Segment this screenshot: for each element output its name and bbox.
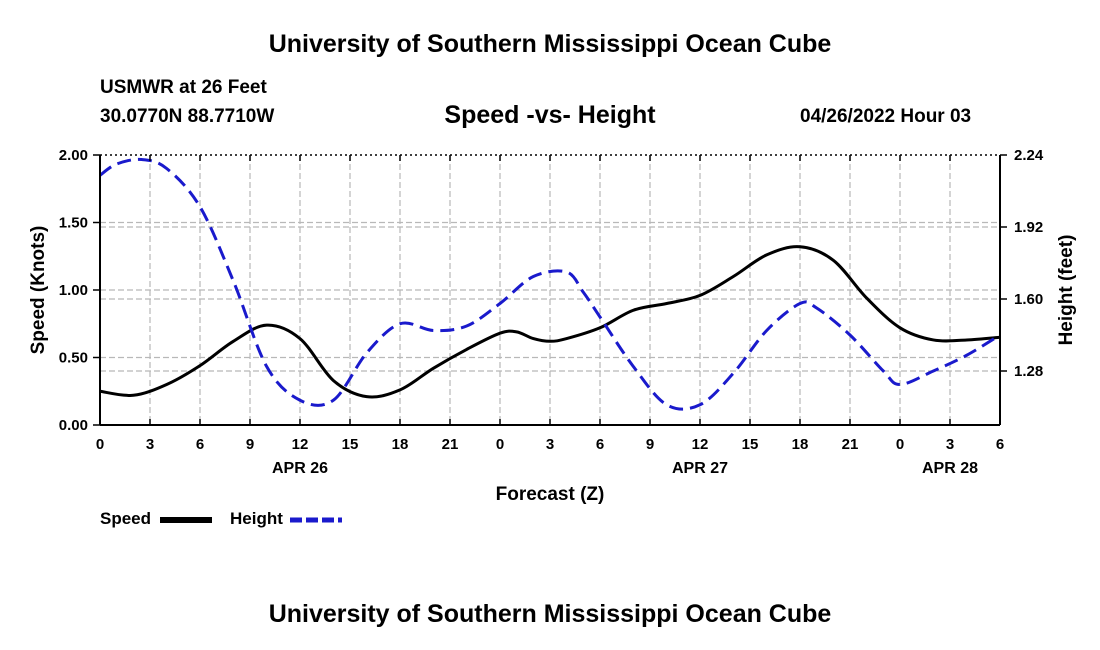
y-tick-label: 2.00 — [59, 147, 88, 164]
x-tick-label: 0 — [896, 436, 904, 453]
legend-height-label: Height — [230, 509, 283, 528]
x-tick-label: 6 — [596, 436, 604, 453]
legend-height-swatch — [290, 517, 342, 523]
x-tick-label: 3 — [946, 436, 954, 453]
x-tick-label: 12 — [292, 436, 309, 453]
x-tick-label: 3 — [546, 436, 554, 453]
station-coordinates: 30.0770N 88.7710W — [100, 106, 275, 127]
y2-tick-label: 1.28 — [1014, 363, 1043, 380]
date-label: APR 27 — [672, 460, 728, 477]
footer-title: University of Southern Mississippi Ocean… — [268, 600, 832, 628]
y-tick-label: 0.50 — [59, 350, 88, 367]
x-tick-label: 15 — [342, 436, 359, 453]
date-label: APR 26 — [272, 460, 328, 477]
x-axis-label: Forecast (Z) — [496, 484, 605, 505]
forecast-datetime: 04/26/2022 Hour 03 — [800, 106, 972, 127]
y2-tick-label: 1.60 — [1014, 291, 1043, 308]
axes — [93, 154, 1007, 426]
series-layer — [99, 157, 1001, 411]
x-tick-label: 9 — [646, 436, 654, 453]
x-tick-label: 18 — [792, 436, 809, 453]
x-tick-label: 12 — [692, 436, 709, 453]
station-label: USMWR at 26 Feet — [100, 77, 267, 98]
x-tick-label: 6 — [196, 436, 204, 453]
y2-axis-label: Height (feet) — [1056, 235, 1077, 346]
y2-tick-label: 1.92 — [1014, 219, 1043, 236]
legend-speed-label: Speed — [100, 509, 152, 528]
y-tick-label: 1.00 — [59, 282, 88, 299]
legend-speed-swatch — [160, 517, 212, 523]
y-tick-label: 1.50 — [59, 215, 88, 232]
x-tick-label: 21 — [842, 436, 859, 453]
chart-title: University of Southern Mississippi Ocean… — [268, 30, 832, 58]
y2-tick-label: 2.24 — [1014, 147, 1044, 164]
y-axis-label: Speed (Knots) — [28, 226, 49, 355]
x-tick-label: 15 — [742, 436, 759, 453]
series-line-speed — [99, 245, 1001, 399]
x-tick-label: 0 — [496, 436, 504, 453]
series-line-height — [99, 157, 1001, 411]
axis-labels: Forecast (Z) Speed (Knots) Height (feet)… — [28, 147, 1077, 505]
y-tick-label: 0.00 — [59, 417, 88, 434]
x-tick-label: 21 — [442, 436, 459, 453]
x-tick-label: 0 — [96, 436, 104, 453]
x-tick-label: 18 — [392, 436, 409, 453]
date-label: APR 28 — [922, 460, 978, 477]
x-tick-label: 3 — [146, 436, 154, 453]
x-tick-label: 6 — [996, 436, 1004, 453]
grid-lines — [100, 155, 1000, 425]
x-tick-label: 9 — [246, 436, 254, 453]
chart-subtitle: Speed -vs- Height — [444, 101, 656, 129]
